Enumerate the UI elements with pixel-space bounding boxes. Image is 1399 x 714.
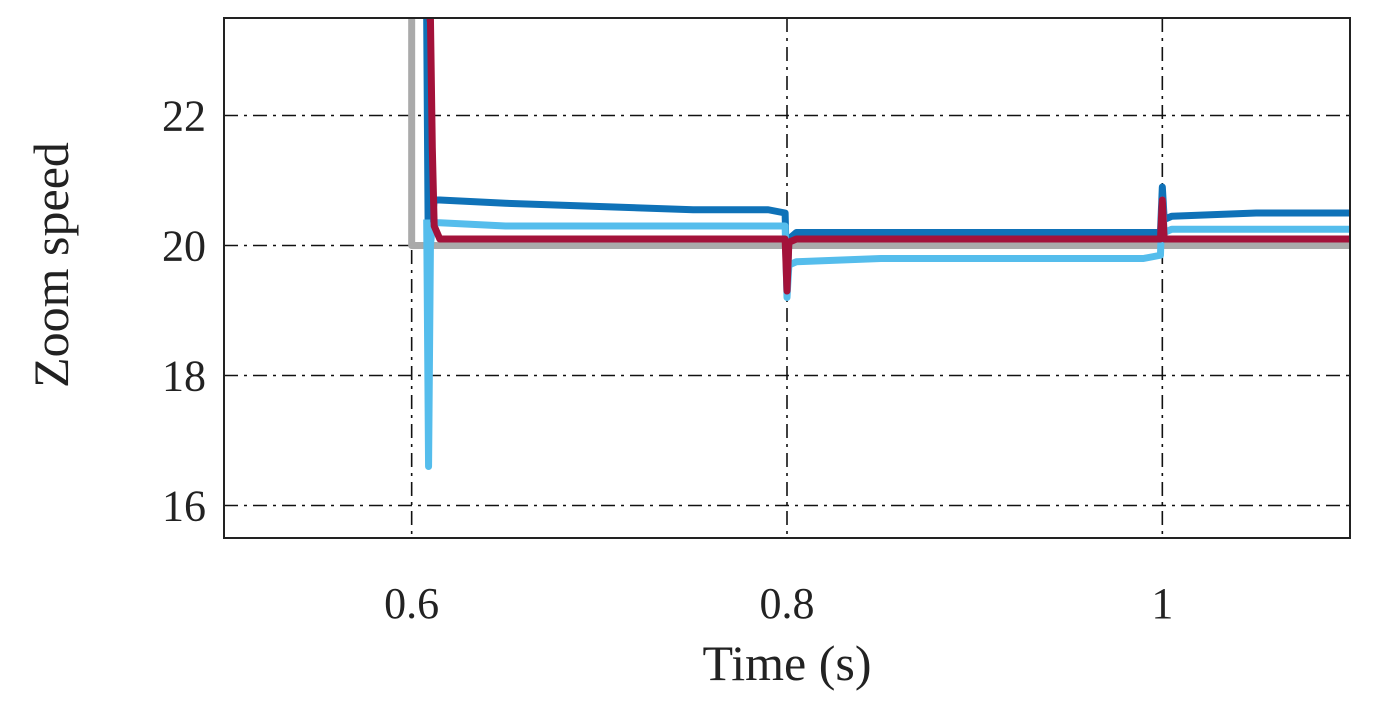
- x-tick-label: 0.8: [760, 579, 815, 628]
- plot-area: [408, 18, 1350, 470]
- y-tick-label: 20: [162, 222, 206, 271]
- data-line: [423, 18, 1350, 295]
- x-tick-label: 0.6: [384, 579, 439, 628]
- y-tick-label: 22: [162, 92, 206, 141]
- data-line: [425, 18, 1350, 295]
- y-axis-label: Zoom speed: [23, 142, 79, 388]
- y-tick-label: 18: [162, 352, 206, 401]
- x-axis-label: Time (s): [702, 635, 871, 691]
- axes-frame: [223, 17, 1351, 539]
- y-tick-label: 16: [162, 482, 206, 531]
- x-tick-label: 1: [1151, 579, 1173, 628]
